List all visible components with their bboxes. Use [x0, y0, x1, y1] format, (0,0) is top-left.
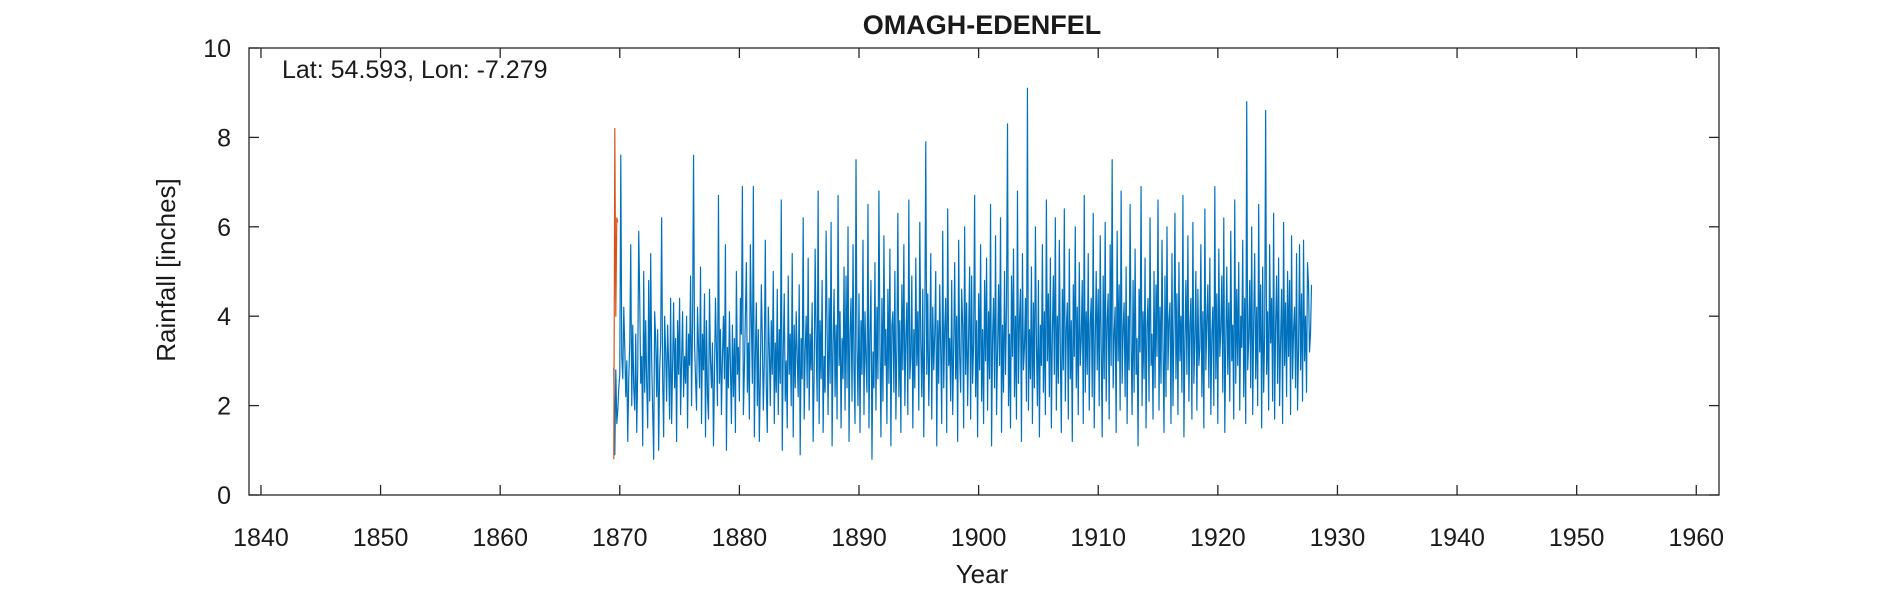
x-tick-label: 1870 — [592, 524, 648, 552]
x-tick-label: 1920 — [1190, 524, 1246, 552]
axes-frame — [248, 47, 1720, 496]
series-line-1 — [613, 87, 1313, 460]
x-tick-label: 1840 — [233, 524, 289, 552]
series-layer — [613, 87, 1313, 460]
x-tick-label: 1940 — [1429, 524, 1485, 552]
y-tick-label: 2 — [217, 393, 231, 421]
y-tick-label: 10 — [203, 35, 231, 63]
x-tick-label: 1880 — [712, 524, 768, 552]
y-tick-label: 8 — [217, 124, 231, 152]
y-axis-label: Rainfall [inches] — [151, 178, 181, 362]
chart-title: OMAGH-EDENFEL — [863, 10, 1102, 40]
plot-area-box — [248, 47, 1720, 496]
y-tick-label: 0 — [217, 482, 231, 510]
x-tick-label: 1850 — [353, 524, 409, 552]
series-line-2 — [613, 127, 619, 460]
location-annotation: Lat: 54.593, Lon: -7.279 — [282, 56, 548, 84]
ticks-layer: 1840 1850 1860 1870 1880 1890 1900 1910 1920 1930… — [203, 35, 1724, 552]
x-tick-label: 1930 — [1310, 524, 1366, 552]
x-tick-label: 1890 — [831, 524, 887, 552]
y-tick-label: 6 — [217, 214, 231, 242]
y-tick-label: 4 — [217, 303, 231, 331]
x-axis-label: Year — [956, 559, 1009, 589]
x-tick-label: 1910 — [1070, 524, 1126, 552]
x-tick-label: 1860 — [472, 524, 528, 552]
x-tick-label: 1950 — [1549, 524, 1605, 552]
x-tick-label: 1900 — [951, 524, 1007, 552]
x-tick-label: 1960 — [1668, 524, 1724, 552]
